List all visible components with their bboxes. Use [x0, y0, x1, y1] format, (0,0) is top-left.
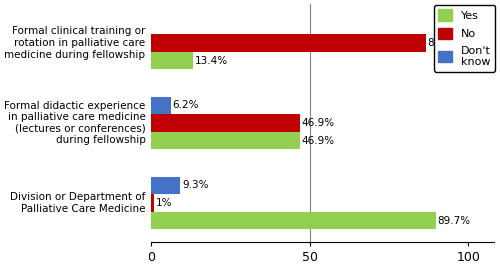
Legend: Yes, No, Don't
know: Yes, No, Don't know	[434, 5, 495, 72]
Bar	[151, 34, 425, 52]
Text: 13.4%: 13.4%	[195, 55, 228, 66]
Bar	[151, 212, 436, 229]
Bar	[151, 177, 180, 194]
Bar	[151, 96, 171, 114]
Bar	[151, 52, 194, 69]
Text: 1%: 1%	[156, 198, 172, 208]
Text: 89.7%: 89.7%	[437, 216, 470, 226]
Text: 9.3%: 9.3%	[182, 180, 208, 191]
Bar	[151, 114, 300, 132]
Text: 46.9%: 46.9%	[302, 118, 334, 128]
Bar	[151, 132, 300, 149]
Text: 46.9%: 46.9%	[302, 136, 334, 146]
Bar	[151, 194, 154, 212]
Text: 86.6%: 86.6%	[428, 38, 460, 48]
Text: 6.2%: 6.2%	[172, 100, 199, 110]
